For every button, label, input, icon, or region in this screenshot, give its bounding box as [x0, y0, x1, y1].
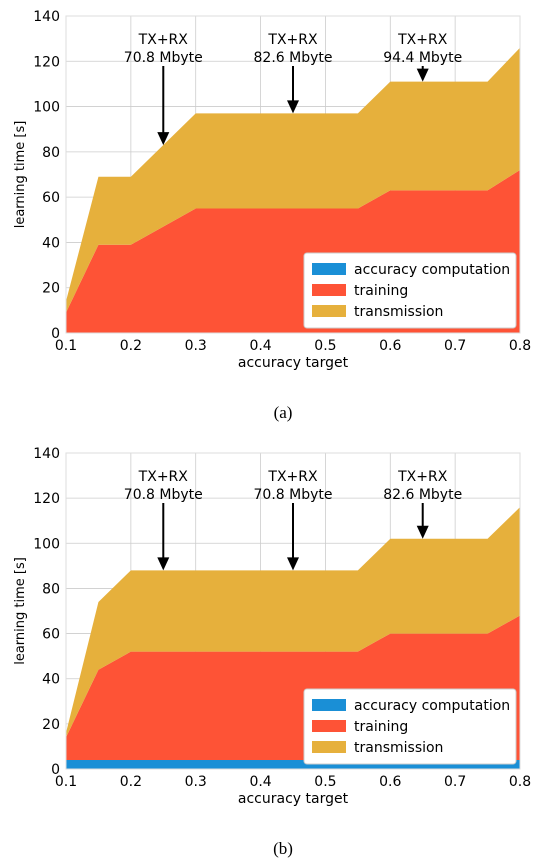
- legend-box: [303, 252, 517, 329]
- x-tick-label: 0.4: [249, 338, 271, 354]
- area-transmission: [66, 507, 520, 738]
- y-tick-label: 100: [33, 536, 60, 552]
- annotation-line2: 82.6 Mbyte: [383, 487, 462, 503]
- annotation-line2: 70.8 Mbyte: [124, 487, 203, 503]
- annotation-line1: TX+RX: [138, 32, 189, 48]
- y-tick-label: 0: [51, 326, 60, 342]
- annotation-line2: 70.8 Mbyte: [254, 487, 333, 503]
- x-tick-label: 0.3: [185, 774, 207, 790]
- chart-panel-b: 0.1 0.2 0.3 0.4 0.5 0.6 0.7 0.8 0 20 40 60 80 100 120 1…: [13, 446, 531, 858]
- chart-panel-a: 0.1 0.2 0.3 0.4 0.5 0.6 0.7 0.8 0 20 40 60 80 100 120 1…: [13, 9, 531, 422]
- y-tick-label: 60: [42, 190, 60, 206]
- legend-swatch: [312, 741, 346, 753]
- annotation-arrow-head: [287, 557, 299, 571]
- figure-caption: (a): [274, 403, 293, 422]
- legend-box: [303, 688, 517, 765]
- annotation-arrow-head: [157, 557, 170, 571]
- y-tick-label: 140: [33, 446, 60, 462]
- y-axis-label: learning time [s]: [13, 121, 28, 229]
- x-tick-label: 0.8: [509, 338, 531, 354]
- y-tick-label: 80: [42, 581, 60, 597]
- x-tick-label: 0.2: [120, 774, 142, 790]
- y-tick-label: 120: [33, 54, 60, 70]
- x-tick-label: 0.1: [55, 338, 77, 354]
- x-axis-label: accuracy target: [238, 791, 349, 807]
- legend-swatch: [312, 720, 346, 732]
- annotation-line1: TX+RX: [267, 469, 318, 485]
- annotation-arrow-head: [416, 68, 429, 82]
- y-tick-label: 120: [33, 491, 60, 507]
- legend-label: training: [354, 283, 408, 299]
- legend-swatch: [312, 263, 346, 275]
- y-tick-label: 100: [33, 100, 60, 116]
- legend: accuracy computation training transmission: [303, 252, 517, 329]
- annotation-arrow-head: [287, 100, 299, 114]
- y-tick-label: 20: [42, 717, 60, 733]
- figure-caption: (b): [273, 839, 293, 858]
- annotation-arrow-head: [416, 525, 429, 539]
- legend-swatch: [312, 284, 346, 296]
- x-tick-label: 0.1: [55, 774, 77, 790]
- x-tick-label: 0.5: [314, 774, 336, 790]
- annotation-line1: TX+RX: [138, 469, 189, 485]
- legend: accuracy computation training transmission: [303, 688, 517, 765]
- y-tick-label: 40: [42, 235, 60, 251]
- y-tick-label: 80: [42, 145, 60, 161]
- x-tick-label: 0.5: [314, 338, 336, 354]
- y-tick-label: 60: [42, 627, 60, 643]
- area-transmission: [66, 47, 520, 313]
- legend-label: training: [354, 719, 408, 735]
- legend-swatch: [312, 699, 346, 711]
- x-tick-label: 0.6: [379, 338, 401, 354]
- x-tick-label: 0.7: [444, 338, 466, 354]
- legend-label: transmission: [354, 304, 443, 320]
- y-tick-label: 140: [33, 9, 60, 25]
- x-tick-label: 0.7: [444, 774, 466, 790]
- x-tick-label: 0.2: [120, 338, 142, 354]
- annotation-line1: TX+RX: [397, 469, 448, 485]
- annotation-line1: TX+RX: [397, 32, 448, 48]
- x-tick-label: 0.3: [185, 338, 207, 354]
- x-tick-label: 0.6: [379, 774, 401, 790]
- legend-label: accuracy computation: [354, 698, 510, 714]
- plot-frame: [65, 452, 521, 770]
- y-tick-label: 0: [51, 762, 60, 778]
- y-axis-label: learning time [s]: [13, 557, 28, 665]
- y-tick-label: 20: [42, 281, 60, 297]
- annotation-line2: 94.4 Mbyte: [383, 50, 462, 66]
- x-tick-label: 0.4: [249, 774, 271, 790]
- legend-swatch: [312, 305, 346, 317]
- legend-label: accuracy computation: [354, 262, 510, 278]
- legend-label: transmission: [354, 740, 443, 756]
- x-axis-label: accuracy target: [238, 355, 349, 371]
- x-tick-label: 0.8: [509, 774, 531, 790]
- annotation-arrow-head: [157, 132, 170, 146]
- annotation-line1: TX+RX: [267, 32, 318, 48]
- plot-frame: [65, 15, 521, 334]
- annotation-line2: 82.6 Mbyte: [254, 50, 333, 66]
- y-tick-label: 40: [42, 672, 60, 688]
- annotation-line2: 70.8 Mbyte: [124, 50, 203, 66]
